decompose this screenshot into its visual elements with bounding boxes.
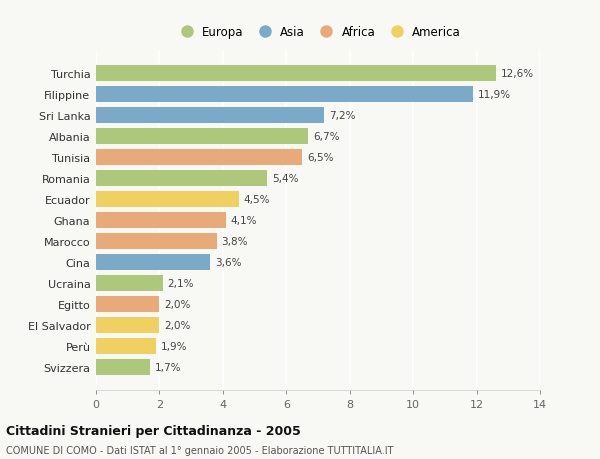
Text: COMUNE DI COMO - Dati ISTAT al 1° gennaio 2005 - Elaborazione TUTTITALIA.IT: COMUNE DI COMO - Dati ISTAT al 1° gennai… [6,445,394,455]
Text: 1,7%: 1,7% [155,362,181,372]
Text: 4,1%: 4,1% [231,215,257,225]
Bar [96,234,217,249]
Bar [96,129,308,145]
Text: 4,5%: 4,5% [244,195,270,204]
Bar [96,87,473,102]
Bar [96,150,302,165]
Bar [96,317,160,333]
Bar [96,359,150,375]
Text: 6,7%: 6,7% [313,132,340,141]
Text: 3,6%: 3,6% [215,257,241,267]
Bar [96,296,160,312]
Text: 12,6%: 12,6% [500,69,533,79]
Text: 2,0%: 2,0% [164,320,191,330]
Bar [96,191,239,207]
Bar [96,338,156,354]
Text: 3,8%: 3,8% [221,236,248,246]
Bar [96,171,267,186]
Text: 11,9%: 11,9% [478,90,511,100]
Text: Cittadini Stranieri per Cittadinanza - 2005: Cittadini Stranieri per Cittadinanza - 2… [6,425,301,437]
Text: 1,9%: 1,9% [161,341,188,351]
Text: 6,5%: 6,5% [307,152,334,162]
Bar [96,108,325,123]
Bar [96,254,210,270]
Legend: Europa, Asia, Africa, America: Europa, Asia, Africa, America [172,22,464,42]
Text: 2,1%: 2,1% [167,278,194,288]
Bar [96,275,163,291]
Text: 2,0%: 2,0% [164,299,191,309]
Text: 7,2%: 7,2% [329,111,356,121]
Bar [96,213,226,228]
Text: 5,4%: 5,4% [272,174,299,184]
Bar [96,66,496,82]
